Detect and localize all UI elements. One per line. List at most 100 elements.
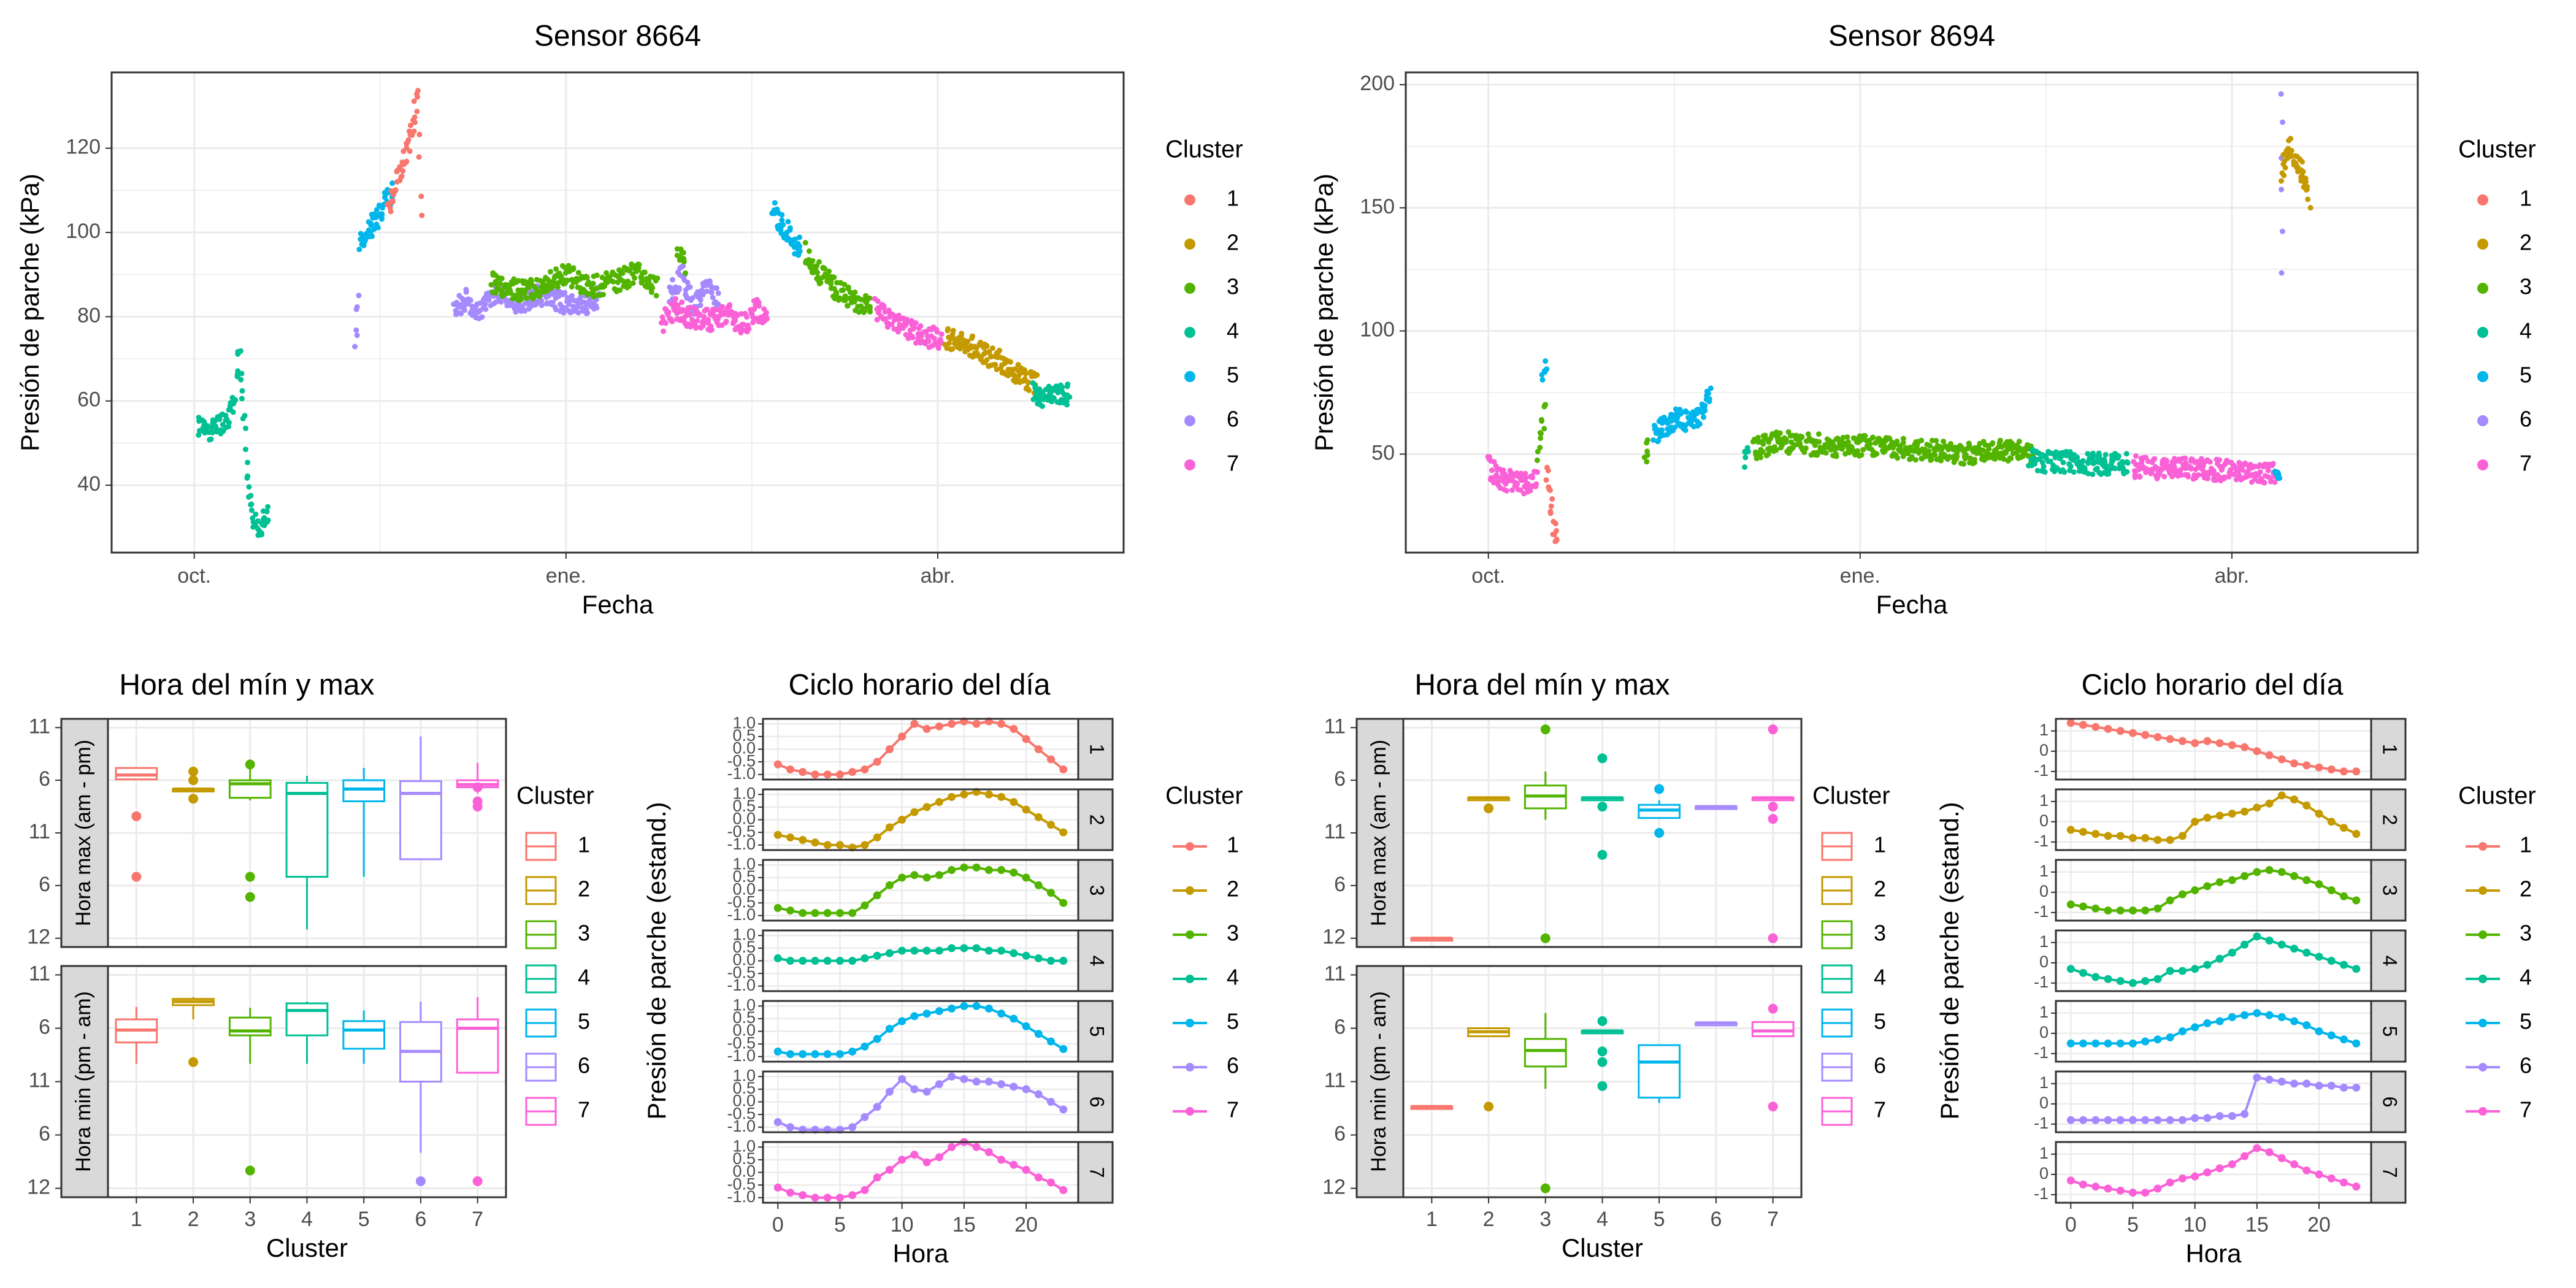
- box-outlier: [245, 892, 255, 902]
- facet-strip: [2370, 1141, 2407, 1204]
- data-point: [2041, 469, 2047, 475]
- cycle-point: [2153, 1035, 2162, 1044]
- cycle-point: [873, 833, 881, 841]
- data-point: [694, 318, 700, 324]
- y-tick-label: 100: [66, 220, 101, 243]
- x-tick-label: 20: [1014, 1213, 1038, 1236]
- cycle-point: [1010, 1083, 1018, 1091]
- data-point: [910, 334, 916, 340]
- data-point: [523, 287, 529, 293]
- cycle-point: [2191, 1114, 2199, 1122]
- legend-key-1: 1: [2466, 832, 2532, 857]
- data-point: [2103, 451, 2109, 458]
- data-point: [2305, 196, 2311, 202]
- data-point: [253, 511, 259, 517]
- data-point: [2096, 453, 2103, 459]
- box-outlier: [1654, 784, 1665, 794]
- legend-key-5: 5: [1821, 1008, 1886, 1038]
- data-point: [1705, 390, 1711, 396]
- data-point: [738, 326, 745, 332]
- legend-key-3: 3: [2477, 274, 2532, 299]
- cycle-point: [1010, 725, 1018, 733]
- data-point: [2265, 467, 2271, 473]
- box-body: [1751, 1021, 1795, 1038]
- cycle-point: [885, 1087, 894, 1096]
- data-point: [389, 180, 396, 186]
- cycle-point: [1034, 1090, 1043, 1098]
- legend-point-5: [1184, 371, 1195, 382]
- y-tick-label: -1: [2034, 902, 2049, 921]
- data-point: [356, 247, 362, 253]
- y-tick-label: -1.0: [727, 1046, 756, 1065]
- cycle-line-7: [777, 1140, 1064, 1199]
- data-point: [1701, 414, 1707, 420]
- y-tick-label: -1: [2034, 1184, 2049, 1203]
- legend-label-5: 5: [2520, 362, 2532, 388]
- data-point: [353, 327, 359, 333]
- data-point: [1926, 448, 1932, 454]
- cycle-line-5: [2071, 1011, 2357, 1045]
- data-point: [1503, 488, 1509, 494]
- cycle-point: [2302, 761, 2311, 770]
- facet-strip-label: 3: [1086, 885, 1108, 896]
- data-point: [1844, 434, 1850, 440]
- cycle-point: [2141, 1116, 2150, 1124]
- legend-key-2: 2: [525, 876, 590, 905]
- data-point: [419, 212, 425, 218]
- cycle-point: [898, 816, 907, 824]
- legend-title: Cluster: [2458, 136, 2536, 163]
- cycle-point: [984, 1004, 993, 1013]
- cycle-point: [773, 1183, 782, 1192]
- data-point: [2161, 473, 2168, 480]
- cycle-point: [2141, 1189, 2150, 1197]
- y-tick-label: 1.0: [732, 1066, 756, 1084]
- data-point: [815, 269, 821, 275]
- data-point: [2300, 169, 2306, 175]
- cycle-point: [2128, 1116, 2137, 1124]
- data-point: [1799, 434, 1805, 440]
- data-point: [1544, 366, 1550, 372]
- cycle-point: [2203, 882, 2212, 891]
- x-axis-label: Hora: [892, 1239, 949, 1268]
- legend-key-4: 4: [2466, 965, 2532, 990]
- data-point: [704, 306, 710, 312]
- legend-key-4: 4: [2477, 318, 2532, 343]
- data-point: [239, 370, 245, 377]
- cycle-point: [873, 1173, 881, 1182]
- legend-key-1: 1: [525, 832, 590, 861]
- y-tick-label: 0: [2039, 953, 2049, 971]
- data-point: [414, 109, 420, 115]
- legend-label-5: 5: [2520, 1009, 2532, 1034]
- data-point: [2124, 469, 2130, 475]
- cycle-point: [2166, 1116, 2174, 1124]
- data-point: [1644, 437, 1650, 443]
- legend-point-4: [2477, 327, 2488, 338]
- cycle-point: [2241, 743, 2249, 751]
- cycle-point: [1059, 1186, 1068, 1194]
- data-point: [732, 318, 738, 324]
- data-point: [2149, 469, 2155, 475]
- cycle-point: [2215, 1164, 2224, 1173]
- facet-strip-label: Hora max (am - pm): [72, 740, 95, 926]
- data-point: [738, 311, 744, 317]
- cycle-point: [898, 946, 907, 955]
- data-point: [406, 128, 412, 134]
- data-point: [797, 243, 803, 250]
- cycle-point: [823, 1194, 832, 1202]
- facet-strip: [1077, 788, 1114, 851]
- data-point: [934, 329, 940, 335]
- data-point: [619, 270, 626, 276]
- cycle-point: [2265, 937, 2274, 945]
- box-outlier: [1597, 849, 1608, 860]
- data-point: [653, 293, 659, 299]
- cycle-point: [910, 719, 919, 728]
- data-point: [707, 278, 713, 284]
- cycle-point: [885, 1165, 894, 1174]
- cycle-point: [2290, 759, 2299, 768]
- cycle-point: [2241, 1152, 2249, 1160]
- cycle-point: [2277, 791, 2286, 800]
- cycle-point: [2203, 813, 2212, 822]
- y-tick-label: 1: [2039, 1144, 2049, 1162]
- data-point: [415, 88, 421, 94]
